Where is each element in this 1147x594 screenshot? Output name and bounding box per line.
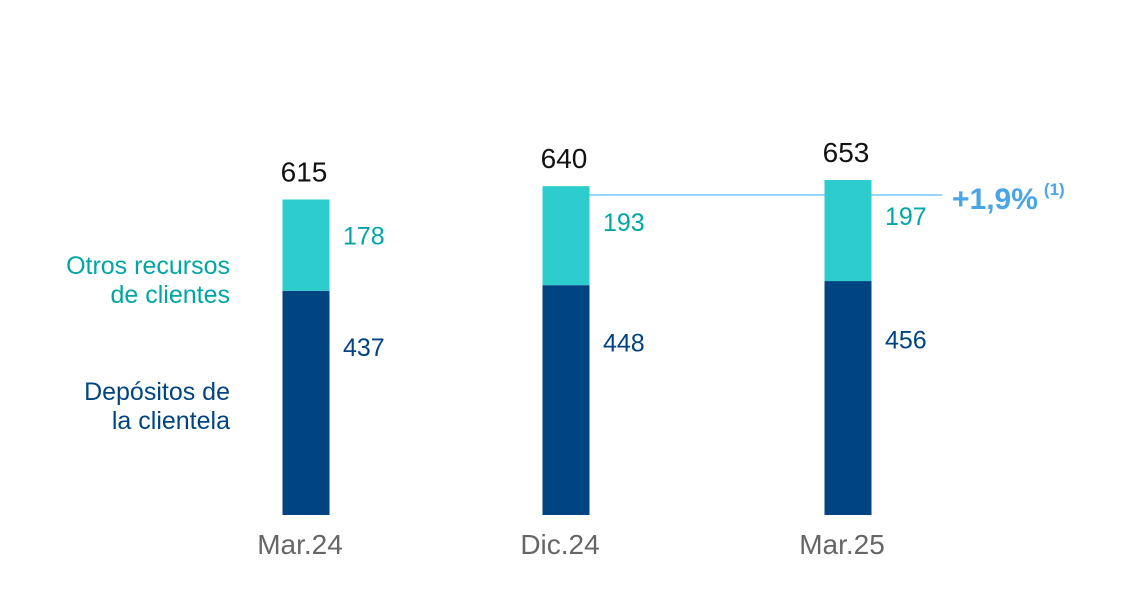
label-total-0: 615 xyxy=(281,156,328,187)
growth-value: +1,9% xyxy=(952,183,1038,216)
legend-deposits-line1: Depósitos de xyxy=(84,378,230,406)
label-other-resources-2: 197 xyxy=(885,203,927,231)
bar-other-resources-1 xyxy=(542,186,590,286)
label-deposits-2: 456 xyxy=(885,327,927,355)
label-total-1: 640 xyxy=(541,143,588,174)
bar-deposits-0 xyxy=(282,290,330,515)
legend-other-line2: de clientes xyxy=(110,281,230,309)
label-deposits-1: 448 xyxy=(603,330,645,358)
legend-other-line1: Otros recursos xyxy=(66,252,230,280)
x-tick-label-1: Dic.24 xyxy=(520,529,599,560)
label-deposits-0: 437 xyxy=(343,334,385,362)
label-total-2: 653 xyxy=(823,137,870,168)
growth-footnote: (1) xyxy=(1043,180,1065,199)
legend-deposits-line2: la clientela xyxy=(111,407,230,435)
label-other-resources-0: 178 xyxy=(343,222,385,250)
growth-annotation: +1,9% (1) xyxy=(952,180,1065,217)
legend-other-resources: Otros recursos de clientes xyxy=(66,252,230,310)
bar-deposits-1 xyxy=(542,285,590,515)
bar-other-resources-2 xyxy=(824,180,872,282)
label-other-resources-1: 193 xyxy=(603,209,645,237)
bar-deposits-2 xyxy=(824,281,872,515)
x-tick-label-2: Mar.25 xyxy=(799,529,885,560)
legend-customer-deposits: Depósitos de la clientela xyxy=(84,378,230,436)
x-tick-label-0: Mar.24 xyxy=(257,529,343,560)
bar-other-resources-0 xyxy=(282,199,330,291)
